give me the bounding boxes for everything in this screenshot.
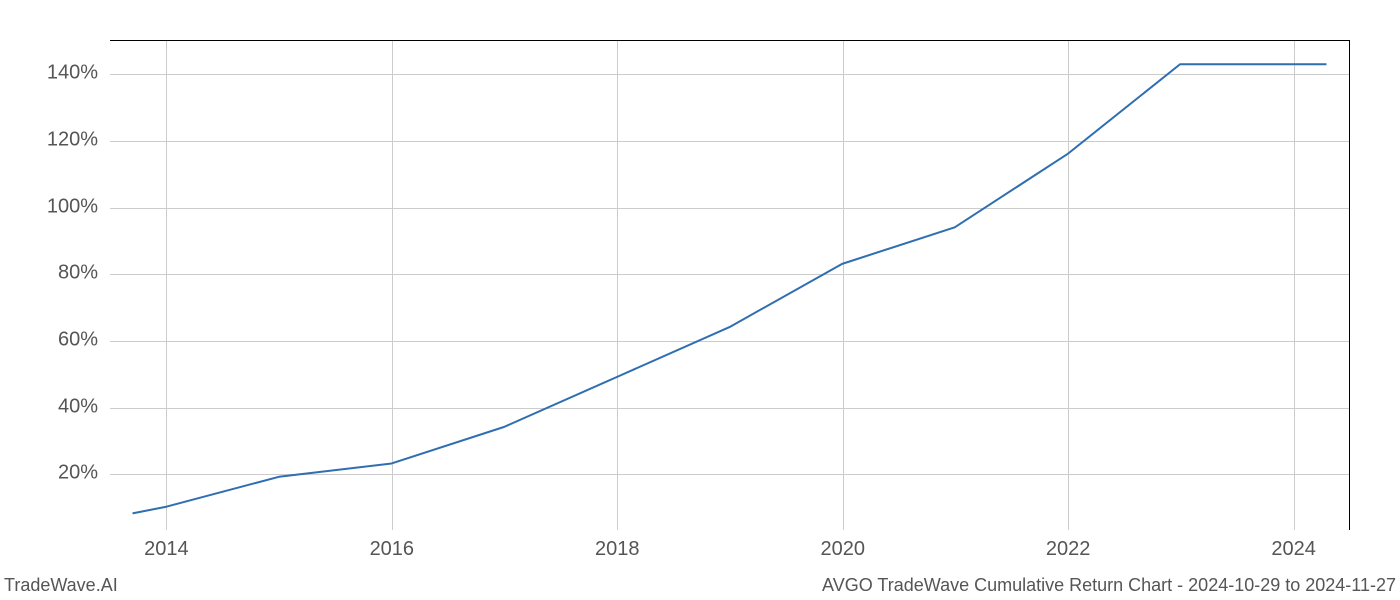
y-tick-label: 120% <box>47 129 98 152</box>
y-tick-label: 80% <box>58 262 98 285</box>
footer-left-text: TradeWave.AI <box>4 575 118 596</box>
y-tick-label: 140% <box>47 62 98 85</box>
y-tick-label: 60% <box>58 329 98 352</box>
footer-right-text: AVGO TradeWave Cumulative Return Chart -… <box>822 575 1396 596</box>
x-tick-label: 2016 <box>370 538 415 561</box>
plot-frame <box>110 40 1350 530</box>
y-tick-label: 40% <box>58 395 98 418</box>
x-tick-label: 2022 <box>1046 538 1091 561</box>
y-tick-label: 100% <box>47 195 98 218</box>
y-tick-label: 20% <box>58 462 98 485</box>
x-tick-label: 2020 <box>820 538 865 561</box>
line-series <box>110 41 1349 530</box>
series-line <box>133 64 1327 513</box>
x-tick-label: 2024 <box>1271 538 1316 561</box>
chart-plot-area: 201420162018202020222024 20%40%60%80%100… <box>110 40 1350 530</box>
x-tick-label: 2018 <box>595 538 640 561</box>
x-tick-label: 2014 <box>144 538 189 561</box>
